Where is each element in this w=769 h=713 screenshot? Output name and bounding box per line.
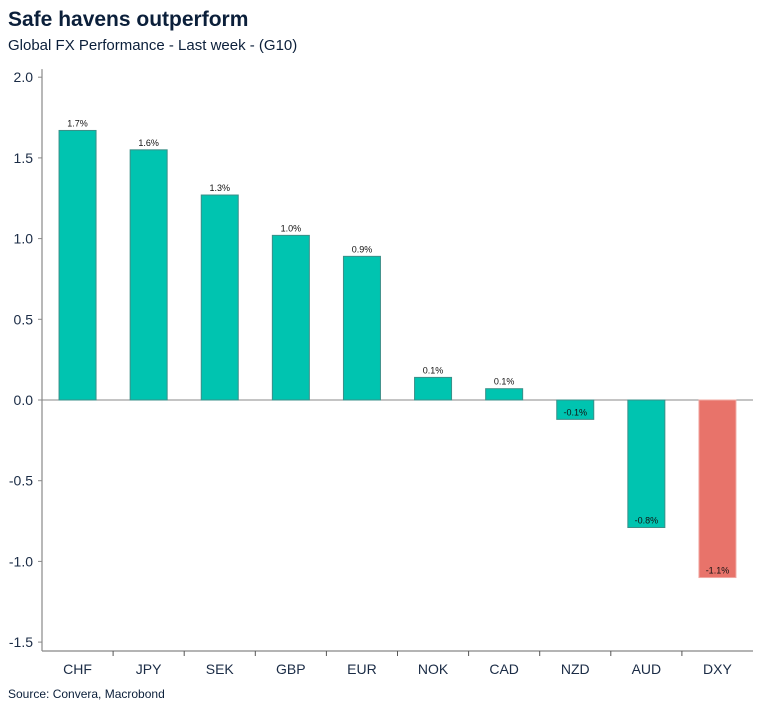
y-tick-label: -1.0 <box>9 553 33 569</box>
bar-nok <box>414 376 453 401</box>
x-tick-label: NOK <box>418 661 449 677</box>
x-tick-label: NZD <box>561 661 590 677</box>
bar-nzd <box>556 399 595 420</box>
data-label-jpy: 1.6% <box>138 138 159 148</box>
data-label-aud: -0.8% <box>635 516 659 526</box>
y-tick-label: -0.5 <box>9 473 33 489</box>
y-tick-label: 0.0 <box>14 392 34 408</box>
bar-cad <box>485 388 524 401</box>
y-tick-label: -1.5 <box>9 634 33 650</box>
y-tick-label: 2.0 <box>14 69 34 85</box>
x-tick-label: EUR <box>347 661 377 677</box>
data-label-eur: 0.9% <box>352 244 373 254</box>
data-label-gbp: 1.0% <box>281 223 302 233</box>
chart-subtitle: Global FX Performance - Last week - (G10… <box>8 37 298 54</box>
x-tick-label: JPY <box>136 661 162 677</box>
x-tick-label: AUD <box>632 661 662 677</box>
bar-jpy <box>129 149 168 401</box>
data-label-chf: 1.7% <box>67 118 88 128</box>
data-label-nok: 0.1% <box>423 365 444 375</box>
chart-title: Safe havens outperform <box>8 8 249 31</box>
source-note: Source: Convera, Macrobond <box>8 687 165 701</box>
y-tick-label: 0.5 <box>14 311 34 327</box>
bar-dxy <box>698 399 737 579</box>
y-tick-label: 1.0 <box>14 231 34 247</box>
x-tick-label: SEK <box>206 661 235 677</box>
data-label-sek: 1.3% <box>209 183 230 193</box>
data-label-cad: 0.1% <box>494 377 515 387</box>
data-label-dxy: -1.1% <box>706 566 730 576</box>
y-tick-label: 1.5 <box>14 150 34 166</box>
x-tick-label: GBP <box>276 661 306 677</box>
bar-chf <box>58 129 97 401</box>
x-tick-label: CAD <box>489 661 519 677</box>
x-tick-label: DXY <box>703 661 732 677</box>
x-tick-label: CHF <box>63 661 92 677</box>
bar-eur <box>342 255 381 401</box>
data-label-nzd: -0.1% <box>563 407 587 417</box>
bar-gbp <box>271 234 310 401</box>
bar-sek <box>200 194 239 401</box>
bar-aud <box>627 399 666 529</box>
